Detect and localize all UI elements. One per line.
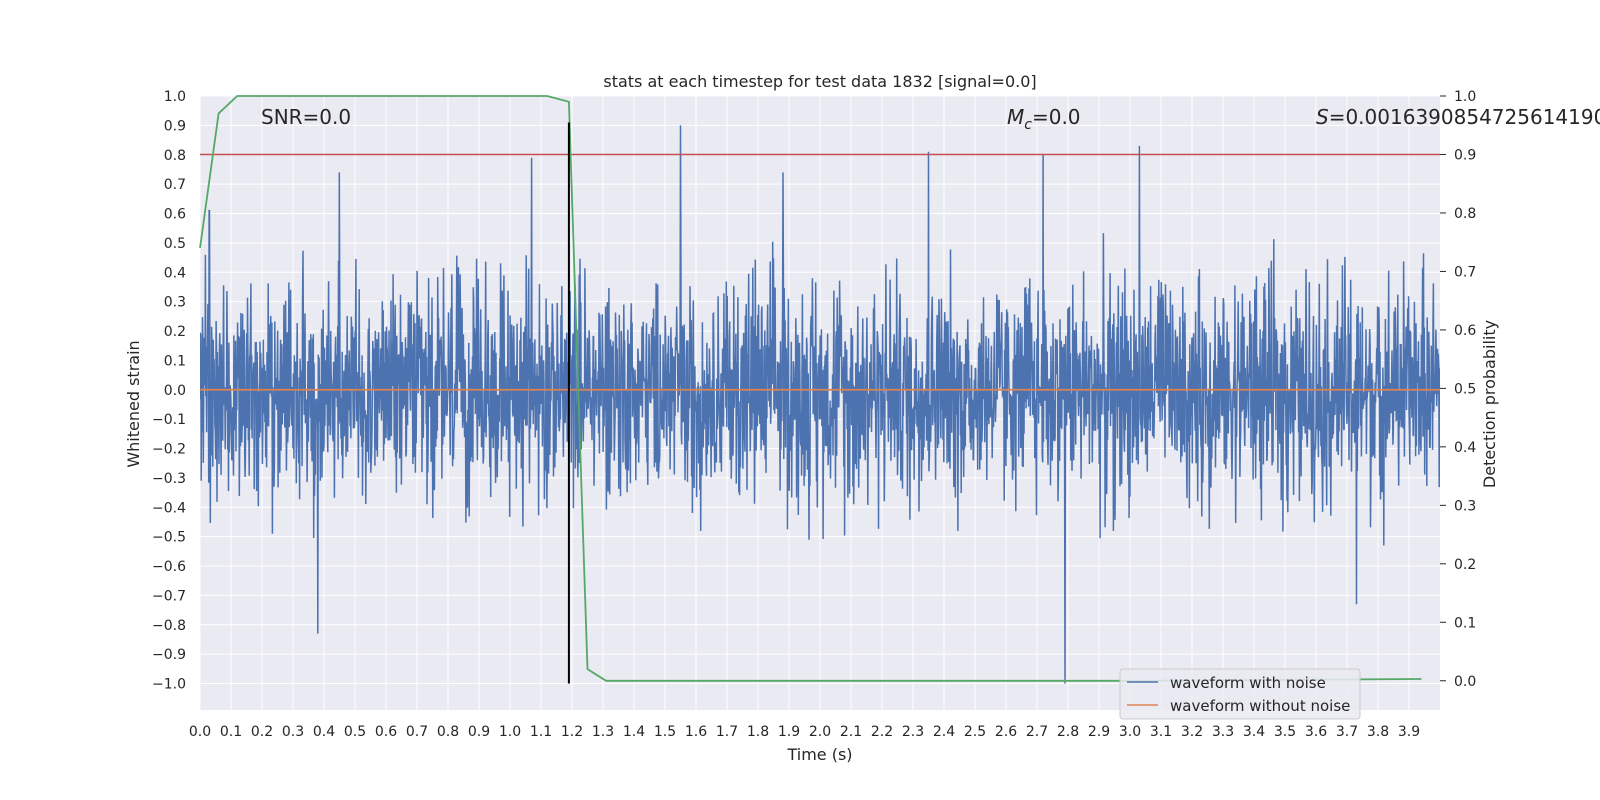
x-axis-label: Time (s) [786,745,852,764]
x-tick-label: 1.9 [778,724,800,740]
y-tick-label: −1.0 [152,677,186,693]
x-tick-label: 1.1 [530,724,552,740]
y2-tick-label: 0.5 [1454,381,1476,397]
y-tick-label: 0.1 [164,353,186,369]
mc-annotation: Mc=0.0 [1007,105,1081,133]
x-tick-label: 2.1 [840,724,862,740]
overlay-layer [199,95,1440,684]
s-annotation: S=0.0016390854725614190 [1316,105,1600,129]
chart-title: stats at each timestep for test data 183… [603,72,1036,91]
legend-box [1119,668,1361,720]
y2-tick-label: 1.0 [1454,89,1476,105]
y-tick-label: −0.7 [152,588,186,604]
x-tick-label: 1.2 [561,724,583,740]
x-tick-label: 0.2 [251,724,273,740]
x-tick-label: 0.3 [282,724,304,740]
x-tick-label: 2.5 [964,724,986,740]
x-tick-label: 3.7 [1336,724,1358,740]
y-tick-label: −0.4 [152,500,186,516]
y-tick-label: −0.6 [152,559,186,575]
y2-axis-label: Detection probability [1480,320,1499,488]
x-tick-label: 3.6 [1305,724,1327,740]
x-tick-label: 0.1 [220,724,242,740]
y-tick-label: 1.0 [164,89,186,105]
legend: waveform with noise waveform without noi… [1119,668,1361,720]
y-tick-label: −0.2 [152,442,186,458]
x-tick-label: 2.0 [809,724,831,740]
mc-symbol: M [1007,105,1024,129]
x-tick-label: 3.1 [1150,724,1172,740]
plot-layer [200,125,1440,684]
y-tick-label: −0.9 [152,647,186,663]
x-tick-label: 2.8 [1057,724,1079,740]
y-tick-label: −0.8 [152,618,186,634]
y2-tick-label: 0.1 [1454,615,1476,631]
x-tick-label: 1.3 [592,724,614,740]
s-symbol: S [1316,105,1329,129]
y-tick-label: 0.2 [164,324,186,340]
y-tick-label: 0.0 [164,383,186,399]
snr-annotation: SNR=0.0 [261,105,351,129]
x-tick-label: 0.6 [375,724,397,740]
x-tick-label: 1.7 [716,724,738,740]
y-tick-label: 0.9 [164,118,186,134]
y2-tick-label: 0.7 [1454,264,1476,280]
y-tick-label: 0.3 [164,295,186,311]
s-value: =0.0016390854725614190 [1329,105,1600,129]
x-tick-label: 3.0 [1119,724,1141,740]
x-tick-label: 3.4 [1243,724,1265,740]
x-axis-ticks: 0.0 0.1 0.2 0.3 0.4 0.5 0.6 0.7 0.8 0.9 1.0 1.1 1.2 1… [189,724,1420,740]
y2-tick-label: 0.4 [1454,440,1476,456]
mc-value: =0.0 [1032,105,1081,129]
y2-axis-ticks: 1.0 0.9 0.8 0.7 0.6 0.5 0.4 0.3 0.2 0.1 0.0 [1440,89,1476,690]
legend-label-noise: waveform with noise [1170,674,1326,692]
y-tick-label: −0.5 [152,530,186,546]
y2-tick-label: 0.9 [1454,147,1476,163]
y-tick-label: 0.5 [164,236,186,252]
x-tick-label: 2.4 [933,724,955,740]
y2-tick-label: 0.2 [1454,557,1476,573]
y2-tick-label: 0.3 [1454,498,1476,514]
x-tick-label: 0.5 [344,724,366,740]
x-tick-label: 2.7 [1026,724,1048,740]
y-axis-label: Whitened strain [124,340,143,467]
y2-tick-label: 0.6 [1454,323,1476,339]
x-tick-label: 3.3 [1212,724,1234,740]
y-axis-ticks: 1.0 0.9 0.8 0.7 0.6 0.5 0.4 0.3 0.2 0.1 0.0 −0.1 −0.… [152,89,186,693]
x-tick-label: 3.5 [1274,724,1296,740]
x-tick-label: 3.8 [1367,724,1389,740]
x-tick-label: 2.9 [1088,724,1110,740]
legend-label-clean: waveform without noise [1170,697,1350,715]
x-tick-label: 3.9 [1398,724,1420,740]
series-detection-probability [199,95,1422,682]
x-tick-label: 3.2 [1181,724,1203,740]
x-tick-label: 0.0 [189,724,211,740]
y-tick-label: 0.8 [164,148,186,164]
x-tick-label: 0.4 [313,724,335,740]
x-tick-label: 1.8 [747,724,769,740]
x-tick-label: 1.0 [499,724,521,740]
x-tick-label: 0.7 [406,724,428,740]
x-tick-label: 2.3 [902,724,924,740]
y2-tick-label: 0.0 [1454,674,1476,690]
mc-subscript: c [1024,117,1032,133]
y2-tick-label: 0.8 [1454,206,1476,222]
x-tick-label: 2.2 [871,724,893,740]
y-tick-label: 0.7 [164,177,186,193]
y-tick-label: 0.6 [164,207,186,223]
x-tick-label: 1.4 [623,724,645,740]
y-tick-label: −0.1 [152,412,186,428]
x-tick-label: 1.5 [654,724,676,740]
y-tick-label: −0.3 [152,471,186,487]
x-tick-label: 1.6 [685,724,707,740]
y-tick-label: 0.4 [164,265,186,281]
x-tick-label: 2.6 [995,724,1017,740]
x-tick-label: 0.8 [437,724,459,740]
x-tick-label: 0.9 [468,724,490,740]
